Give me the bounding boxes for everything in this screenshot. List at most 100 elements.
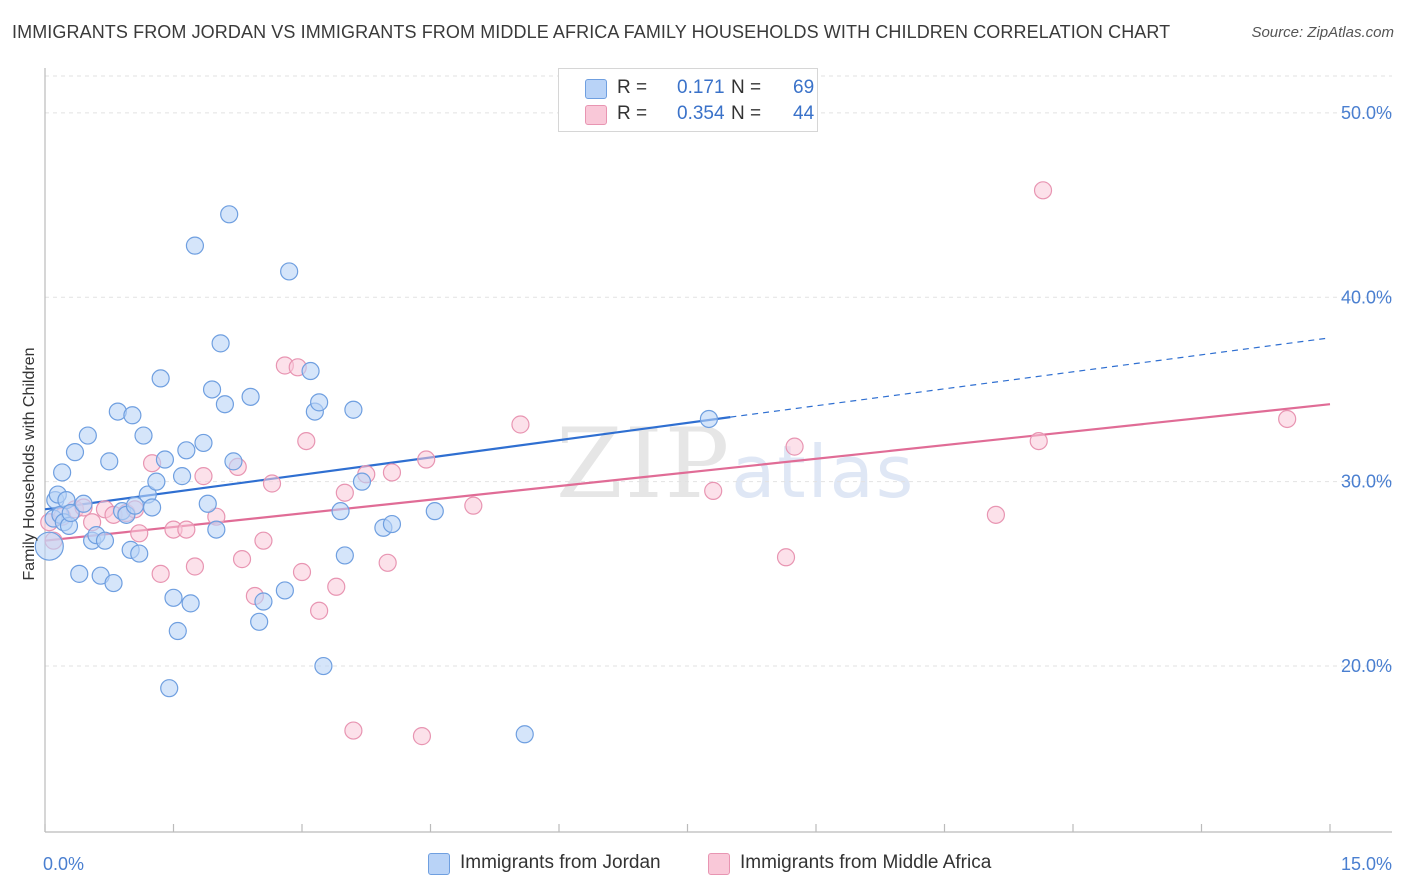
watermark: ZIPatlas [556,408,915,520]
africa-point [262,474,282,493]
africa-point [704,481,723,500]
africa-point [335,483,354,502]
jordan-point [241,387,260,406]
jordan-point [134,426,153,445]
jordan-point [172,467,192,486]
jordan-point [70,564,89,583]
x-tick-label: 15.0% [1341,854,1392,874]
bottom-legend-jordan-label: Immigrants from Jordan [460,852,661,873]
legend-n-label: N = [731,103,762,124]
jordan-point [699,409,719,429]
axes [44,68,1392,833]
legend-n-label: N = [731,77,762,98]
jordan-point [104,573,123,593]
africa-point [776,548,796,567]
jordan-point [61,503,80,523]
africa-point [151,564,170,583]
jordan-point [185,236,205,255]
correlation-legend: R = 0.171 N = 69 R = 0.354 N = 44 [558,68,818,132]
jordan-point [207,520,226,539]
y-tick-label: 50.0% [1341,103,1392,123]
africa-point [511,415,530,434]
jordan-point [280,262,299,281]
jordan-point [155,450,175,469]
jordan-point [78,426,97,445]
africa-point [310,601,329,620]
bottom-legend-africa-label: Immigrants from Middle Africa [740,852,992,873]
legend-n-value: 44 [793,103,815,124]
legend-n-value: 69 [793,77,815,98]
legend-r-value: 0.171 [677,77,725,98]
africa-point [194,467,213,486]
jordan-point [301,361,320,381]
africa-point [378,553,397,572]
jordan-point [123,406,142,425]
africa-trend-line [44,403,1331,542]
africa-point [292,562,312,582]
jordan-point [142,498,162,517]
jordan-point [74,494,93,513]
africa-point [1029,431,1048,451]
jordan-point [147,472,166,491]
jordan-point [168,621,187,641]
jordan-point [352,472,372,491]
jordan-swatch [585,79,607,99]
jordan-point [177,441,196,460]
africa-point [1033,181,1053,200]
data-points [34,181,1297,746]
africa-point [344,721,363,740]
legend-r-label: R = [617,103,648,124]
africa-point [130,524,149,543]
jordan-point [215,395,234,414]
y-tick-label: 40.0% [1341,287,1392,307]
africa-swatch [585,105,607,125]
jordan-trend-line [44,416,731,511]
jordan-point [331,502,350,521]
jordan-point [310,393,329,412]
jordan-point [95,531,115,550]
jordan-point [275,581,294,600]
watermark-atlas: atlas [731,430,916,514]
x-tick-label: 0.0% [43,854,84,874]
africa-point [185,557,205,576]
jordan-point [335,546,354,565]
africa-point [1278,409,1297,429]
africa-point [785,437,804,456]
africa-point [297,431,316,451]
jordan-point [250,612,269,631]
y-tick-label: 30.0% [1341,472,1392,492]
jordan-point [224,452,243,471]
watermark-zip: ZIP [556,408,732,520]
jordan-point [151,369,170,388]
jordan-swatch [428,853,450,875]
legend-r-label: R = [617,77,648,98]
tick-labels: 20.0% 30.0% 40.0% 50.0% 0.0% 15.0% Family Hous… [21,103,1392,874]
jordan-point [181,594,200,613]
africa-swatch [708,853,730,875]
africa-point [382,463,402,482]
jordan-trend-extension [730,337,1331,418]
jordan-point [130,544,149,563]
jordan-point [100,452,119,471]
jordan-point [314,656,333,676]
jordan-point [425,502,444,521]
jordan-point [34,531,64,561]
jordan-point [164,588,183,607]
jordan-point [160,679,179,698]
jordan-point [344,400,363,419]
jordan-point [254,592,273,611]
grid-lines [45,75,1392,667]
y-tick-label: 20.0% [1341,656,1392,676]
chart-title: IMMIGRANTS FROM JORDAN VS IMMIGRANTS FRO… [12,22,1171,42]
jordan-point [194,433,213,453]
africa-point [177,520,196,539]
jordan-point [220,205,239,224]
africa-point [986,505,1006,524]
africa-point [412,727,432,746]
africa-point [417,450,436,469]
jordan-point [202,380,222,399]
jordan-point [382,514,402,534]
trend-lines [44,337,1331,542]
africa-point [464,496,483,515]
